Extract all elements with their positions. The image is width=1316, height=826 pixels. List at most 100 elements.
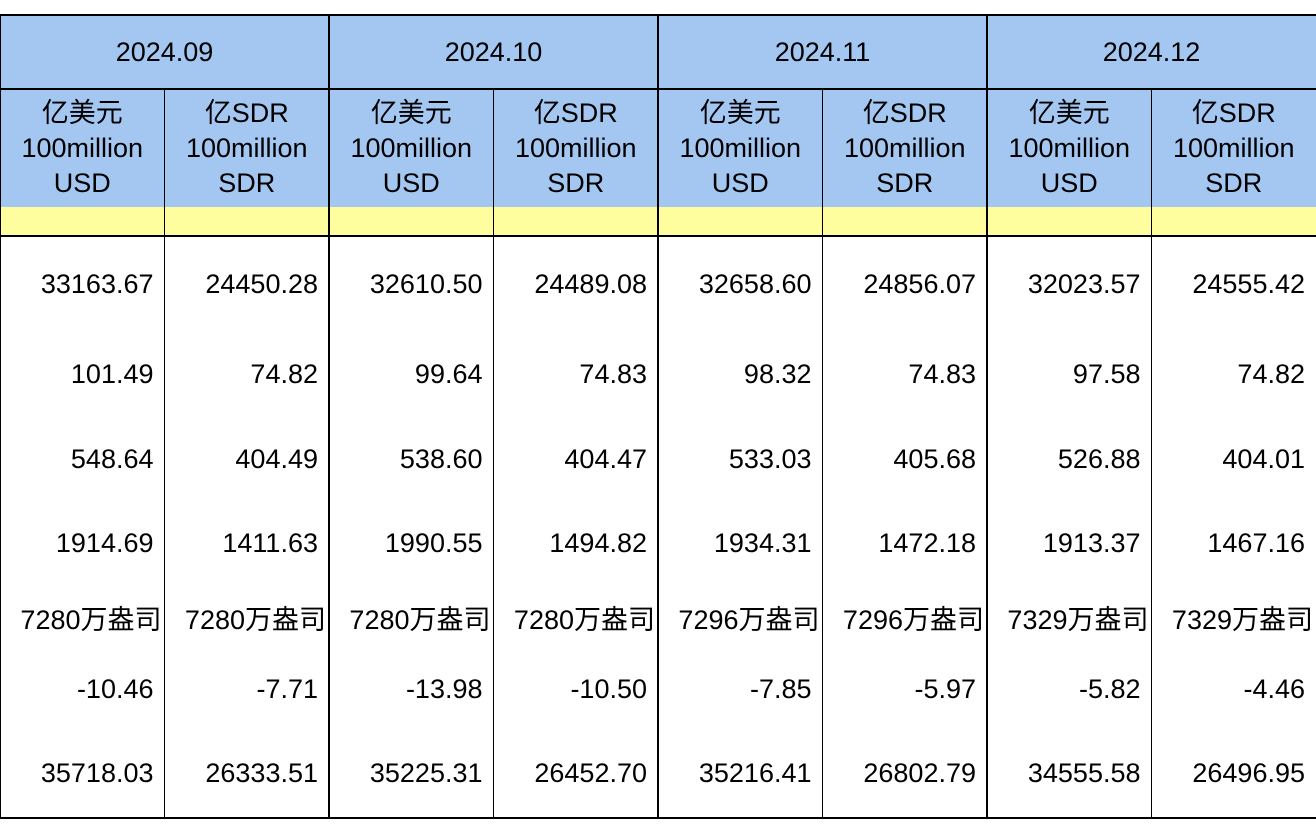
data-cell: 74.83 — [908, 358, 976, 389]
data-cell: 35718.03 — [40, 757, 154, 788]
data-cell: 533.03 — [728, 443, 812, 474]
data-cell: 526.88 — [1057, 443, 1141, 474]
unit-header-line: 亿美元 — [41, 98, 123, 128]
data-cell: 1934.31 — [713, 527, 812, 558]
month-header: 2024.10 — [444, 36, 543, 67]
data-cell: 32023.57 — [1027, 268, 1141, 299]
unit-header-line: 亿美元 — [699, 98, 781, 128]
unit-header-line: SDR — [876, 168, 934, 198]
data-cell: 404.01 — [1222, 443, 1305, 474]
unit-header-line: 100million — [185, 133, 308, 163]
unit-header-line: SDR — [1205, 168, 1263, 198]
data-cell: -5.82 — [1078, 673, 1141, 704]
unit-header-line: 100million — [514, 133, 637, 163]
unit-header-line: 100million — [843, 133, 966, 163]
unit-header-line: 亿SDR — [1191, 98, 1276, 128]
data-cell: -4.46 — [1243, 673, 1305, 704]
data-cell: 32658.60 — [698, 268, 812, 299]
unit-header-usd: 亿美元 100million USD — [987, 90, 1152, 207]
data-cell: 1467.16 — [1207, 527, 1305, 558]
data-cell: 7280万盎司 — [513, 604, 655, 635]
data-cell: 1472.18 — [878, 527, 976, 558]
data-cell: 538.60 — [399, 443, 483, 474]
data-cell: 26333.51 — [205, 757, 318, 788]
data-cell: 7329万盎司 — [1171, 604, 1313, 635]
table-border-vertical — [0, 14, 1, 819]
data-cell: 32610.50 — [369, 268, 483, 299]
data-cell: 74.82 — [250, 358, 318, 389]
data-cell: 7280万盎司 — [349, 604, 491, 635]
month-header: 2024.12 — [1102, 36, 1201, 67]
unit-header-line: 亿美元 — [1028, 98, 1110, 128]
data-cell: 24489.08 — [534, 268, 647, 299]
unit-header-sdr: 亿SDR 100million SDR — [494, 90, 659, 207]
data-cell: 26452.70 — [534, 757, 647, 788]
data-cell: 35216.41 — [698, 757, 812, 788]
unit-header-line: SDR — [547, 168, 605, 198]
unit-header-line: USD — [382, 168, 440, 198]
data-cell: -7.85 — [749, 673, 812, 704]
unit-header-line: USD — [53, 168, 111, 198]
data-cell: 7280万盎司 — [20, 604, 162, 635]
data-cell: 7329万盎司 — [1007, 604, 1149, 635]
data-cell: 74.82 — [1237, 358, 1305, 389]
month-header: 2024.09 — [115, 36, 214, 67]
unit-header-line: 亿美元 — [370, 98, 452, 128]
data-cell: 24856.07 — [863, 268, 976, 299]
data-cell: 74.83 — [579, 358, 647, 389]
data-cell: 548.64 — [70, 443, 154, 474]
data-cell: 7296万盎司 — [678, 604, 820, 635]
unit-header-line: SDR — [218, 168, 276, 198]
table-border-vertical — [328, 14, 330, 819]
data-cell: 1494.82 — [549, 527, 647, 558]
data-cell: 1914.69 — [55, 527, 154, 558]
data-cell: 1411.63 — [222, 527, 318, 558]
data-cell: -13.98 — [405, 673, 483, 704]
data-cell: 24555.42 — [1192, 268, 1305, 299]
data-cell: 24450.28 — [205, 268, 318, 299]
data-cell: 405.68 — [893, 443, 976, 474]
data-cell: -10.46 — [76, 673, 154, 704]
unit-header-line: 亿SDR — [533, 98, 618, 128]
data-cell: 404.49 — [235, 443, 318, 474]
unit-header-line: USD — [1040, 168, 1098, 198]
unit-header-usd: 亿美元 100million USD — [658, 90, 823, 207]
unit-header-line: 100million — [1172, 133, 1295, 163]
unit-header-usd: 亿美元 100million USD — [0, 90, 165, 207]
data-cell: -7.71 — [256, 673, 318, 704]
table-border-vertical — [657, 14, 659, 819]
data-cell: 404.47 — [564, 443, 647, 474]
table-border-vertical — [1151, 90, 1152, 817]
table-border-vertical — [164, 90, 165, 817]
unit-header-line: 100million — [679, 133, 802, 163]
month-header: 2024.11 — [774, 36, 871, 67]
unit-header-line: 100million — [1008, 133, 1131, 163]
data-cell: 35225.31 — [369, 757, 483, 788]
data-cell: 26496.95 — [1192, 757, 1305, 788]
unit-header-line: 100million — [350, 133, 473, 163]
unit-header-line: 亿SDR — [204, 98, 289, 128]
unit-header-sdr: 亿SDR 100million SDR — [823, 90, 988, 207]
data-cell: 7296万盎司 — [842, 604, 984, 635]
data-cell: 26802.79 — [863, 757, 976, 788]
data-cell: 33163.67 — [40, 268, 154, 299]
unit-header-line: 100million — [21, 133, 144, 163]
unit-header-usd: 亿美元 100million USD — [329, 90, 494, 207]
data-cell: 101.49 — [70, 358, 154, 389]
data-cell: 1913.37 — [1042, 527, 1141, 558]
unit-header-line: 亿SDR — [862, 98, 947, 128]
unit-header-sdr: 亿SDR 100million SDR — [1152, 90, 1316, 207]
data-cell: 34555.58 — [1027, 757, 1141, 788]
table-border-vertical — [822, 90, 823, 817]
data-cell: -5.97 — [914, 673, 976, 704]
data-cell: 99.64 — [414, 358, 483, 389]
data-cell: -10.50 — [570, 673, 647, 704]
data-cell: 97.58 — [1072, 358, 1141, 389]
table-border-vertical — [493, 90, 494, 817]
data-cell: 1990.55 — [384, 527, 483, 558]
data-cell: 7280万盎司 — [184, 604, 326, 635]
data-cell: 98.32 — [743, 358, 812, 389]
unit-header-sdr: 亿SDR 100million SDR — [165, 90, 330, 207]
unit-header-line: USD — [711, 168, 769, 198]
